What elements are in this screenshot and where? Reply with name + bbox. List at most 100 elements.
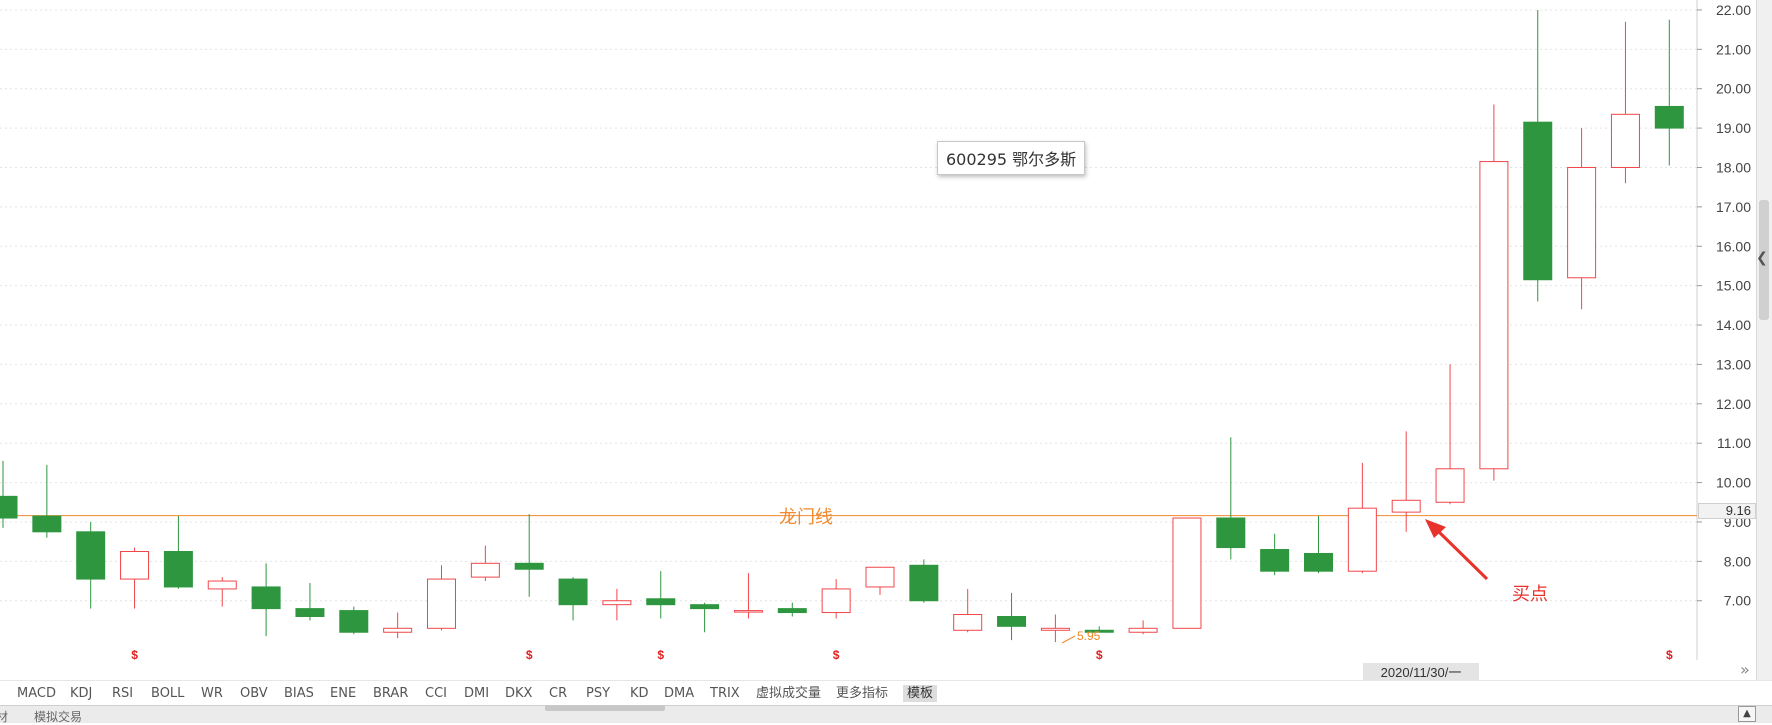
candle-body: [733, 610, 763, 613]
candle-body: [1479, 161, 1509, 470]
corner-up-icon[interactable]: ▲: [1738, 706, 1756, 722]
tab-trix[interactable]: TRIX: [710, 686, 740, 701]
y-tick-label: 22.00: [1716, 2, 1751, 18]
indicator-tabs-bar: MACD KDJ RSI BOLL WR OBV BIAS ENE BRAR C…: [0, 680, 1772, 705]
horizontal-scroll-thumb[interactable]: [545, 705, 665, 711]
candle-body: [1567, 166, 1597, 279]
candle: [383, 612, 413, 639]
candle-body: [1347, 507, 1377, 572]
tab-cr[interactable]: CR: [549, 686, 568, 701]
tab-virtual-volume[interactable]: 虚拟成交量: [756, 686, 822, 701]
buy-point-label: 买点: [1512, 584, 1548, 605]
candle-body: [1040, 627, 1070, 631]
y-tick-label: 21.00: [1716, 41, 1751, 57]
tab-psy[interactable]: PSY: [586, 686, 611, 701]
candle: [558, 577, 588, 621]
candle-body: [777, 608, 807, 614]
vertical-scroll-thumb[interactable]: [1759, 200, 1769, 320]
candle-body: [1523, 121, 1553, 281]
candle: [1216, 437, 1246, 560]
candle-body: [383, 627, 413, 633]
event-marker: $: [833, 648, 840, 662]
candle: [76, 521, 106, 609]
candle-body: [1172, 517, 1202, 629]
y-tick-label: 18.00: [1716, 159, 1751, 175]
tab-ene[interactable]: ENE: [330, 686, 357, 701]
candle-body: [470, 562, 500, 578]
candle-body: [207, 580, 237, 590]
tab-dmi[interactable]: DMI: [464, 686, 490, 701]
y-tick-label: 10.00: [1716, 475, 1751, 491]
candle: [953, 588, 983, 633]
tab-macd[interactable]: MACD: [17, 686, 56, 701]
tab-dma[interactable]: DMA: [664, 686, 695, 701]
candle: [1435, 364, 1465, 505]
candle-body: [120, 551, 150, 580]
event-marker: $: [526, 648, 533, 662]
candle-body: [295, 608, 325, 617]
y-tick-label: 16.00: [1716, 238, 1751, 254]
candle-body: [339, 610, 369, 633]
tab-boll[interactable]: BOLL: [151, 686, 185, 701]
candle: [1128, 620, 1158, 635]
min-price-label: 5.95: [1077, 629, 1101, 643]
event-markers: $ $ $ $ $ $: [131, 648, 1673, 662]
tab-dkx[interactable]: DKX: [505, 686, 533, 701]
tab-bias[interactable]: BIAS: [284, 686, 314, 701]
candle: [514, 514, 544, 597]
candle: [339, 606, 369, 635]
tab-cci[interactable]: CCI: [425, 686, 447, 701]
candle: [777, 602, 807, 617]
candle: [1567, 128, 1597, 310]
right-side-panel: [1756, 0, 1772, 704]
candle: [909, 559, 939, 603]
candle-body: [1260, 549, 1290, 572]
buy-point-arrow: [1425, 519, 1489, 581]
y-tick-label: 7.00: [1724, 593, 1751, 609]
tab-wr[interactable]: WR: [201, 686, 223, 701]
candle-body: [602, 600, 632, 606]
bottom-bar: 材 模拟交易: [0, 705, 1772, 724]
candle: [1654, 19, 1684, 166]
candle: [0, 460, 18, 528]
y-tick-label: 8.00: [1724, 553, 1751, 569]
candle: [470, 545, 500, 582]
candle-body: [1391, 499, 1421, 513]
y-tick-label: 20.00: [1716, 81, 1751, 97]
candlestick-chart[interactable]: 22.00 21.00 20.00 19.00 18.00 17.00 16.00 15.00…: [0, 0, 1756, 680]
candle-body: [32, 515, 62, 533]
bottom-tab-simulated-trading[interactable]: 模拟交易: [34, 710, 83, 724]
candle: [120, 547, 150, 609]
candle: [1391, 431, 1421, 532]
candle-body: [0, 495, 18, 519]
current-price-badge: 9.16: [1698, 503, 1756, 519]
candle: [1304, 516, 1333, 574]
expand-icon[interactable]: »: [1740, 660, 1750, 679]
candles: [0, 9, 1684, 643]
candle-body: [865, 566, 895, 588]
candle: [1479, 104, 1509, 481]
y-tick-label: 19.00: [1716, 120, 1751, 136]
panel-collapse-icon[interactable]: ❮: [1756, 250, 1768, 266]
tab-obv[interactable]: OBV: [240, 686, 268, 701]
candle-body: [690, 604, 720, 610]
candle: [32, 464, 62, 538]
candle-body: [821, 588, 851, 614]
stock-name-label: 600295 鄂尔多斯: [937, 141, 1086, 175]
y-axis-ticks: 22.00 21.00 20.00 19.00 18.00 17.00 16.00 15.00…: [1697, 2, 1751, 609]
min-price-pointer: [1061, 635, 1076, 644]
bottom-tab-material[interactable]: 材: [0, 710, 9, 724]
tab-more-indicators[interactable]: 更多指标: [836, 686, 889, 701]
candle: [1040, 614, 1070, 643]
candle: [821, 579, 851, 619]
tab-rsi[interactable]: RSI: [112, 686, 134, 701]
tab-template[interactable]: 模板: [903, 685, 938, 702]
tab-kd[interactable]: KD: [630, 686, 649, 701]
candle-body: [1216, 517, 1246, 549]
candle-body: [1435, 468, 1465, 503]
tab-kdj[interactable]: KDJ: [70, 686, 93, 701]
candle-body: [1084, 629, 1114, 633]
candle: [295, 583, 325, 621]
candle-body: [163, 551, 193, 588]
tab-brar[interactable]: BRAR: [373, 686, 409, 701]
